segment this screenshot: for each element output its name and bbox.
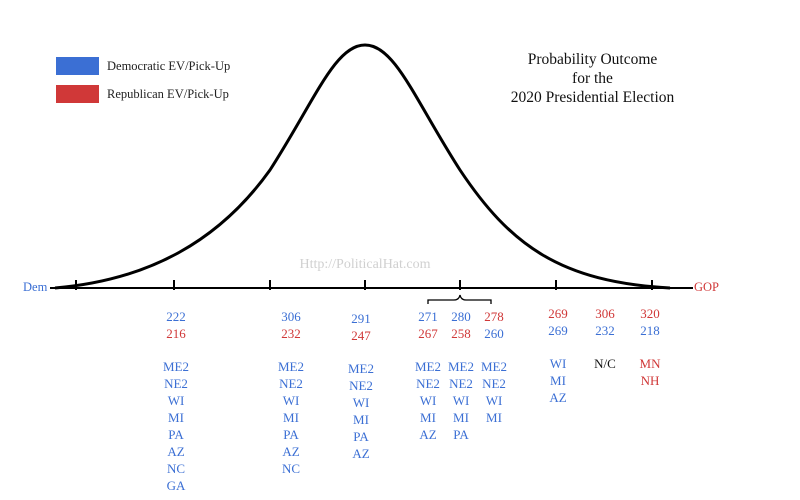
dem-electoral-votes: 269 [548,323,568,338]
state-label: AZ [282,444,300,459]
watermark: Http://PoliticalHat.com [299,257,431,272]
outcome-column: 269 269 [533,305,583,339]
state-label: MI [283,410,299,425]
state-list: ME2 NE2 WI MI AZ [403,358,453,443]
title-line-2: for the [572,70,613,87]
dem-electoral-votes: 222 [166,309,186,324]
state-list: ME2 NE2 WI MI PA AZ NC GA [151,358,201,494]
state-label: ME2 [163,359,189,374]
state-list: WI MI AZ [533,355,583,406]
state-label: MI [453,410,469,425]
state-label: WI [485,393,503,408]
gop-electoral-votes: 278 [484,309,504,324]
state-label: N/C [594,356,616,371]
state-list: ME2 NE2 WI MI PA AZ NC [266,358,316,477]
legend-swatch-republican [56,85,99,103]
state-label: AZ [167,444,185,459]
state-label: ME2 [348,361,374,376]
state-label: WI [419,393,437,408]
axis-label-dem: Dem [23,280,48,294]
title-line-1: Probability Outcome [527,51,658,68]
outcome-column: 306 232 [580,305,630,339]
gop-electoral-votes: 306 [595,306,615,321]
state-label: NC [166,461,186,476]
state-label: PA [283,427,299,442]
state-label: PA [168,427,184,442]
state-label: NC [281,461,301,476]
state-label: ME2 [481,359,507,374]
axis-ticks [75,280,653,290]
group-bracket [427,294,492,304]
state-label: ME2 [415,359,441,374]
outcome-column: 222 216 [151,308,201,342]
state-list: MN NH [625,355,675,389]
state-label: PA [353,429,369,444]
outcome-column: 306 232 [266,308,316,342]
state-label: MI [353,412,369,427]
state-label: MI [550,373,566,388]
legend-label-republican: Republican EV/Pick-Up [107,86,229,101]
state-label: ME2 [278,359,304,374]
outcome-column: 291 247 [336,310,386,344]
state-list: ME2 NE2 WI MI PA [436,358,486,443]
axis-label-gop: GOP [694,280,720,294]
state-label: ME2 [448,359,474,374]
state-label: AZ [549,390,567,405]
state-list: ME2 NE2 WI MI PA AZ [336,360,386,462]
state-label: MI [486,410,502,425]
gop-electoral-votes: 258 [451,326,471,341]
state-label: WI [549,356,567,371]
state-label: WI [452,393,470,408]
dem-electoral-votes: 291 [351,311,371,326]
legend-swatch-democratic [56,57,99,75]
state-label: WI [167,393,185,408]
state-label: NE2 [164,376,188,391]
legend-label-democratic: Democratic EV/Pick-Up [107,58,231,73]
state-label: PA [453,427,469,442]
state-label: NE2 [279,376,303,391]
dem-electoral-votes: 306 [281,309,301,324]
state-label: NE2 [349,378,373,393]
outcome-column: 271 267 [403,308,453,342]
title-line-3: 2020 Presidential Election [510,89,675,106]
state-label: MI [168,410,184,425]
gop-electoral-votes: 232 [281,326,301,341]
state-label: AZ [352,446,370,461]
dem-electoral-votes: 271 [418,309,438,324]
gop-electoral-votes: 320 [640,306,660,321]
gop-electoral-votes: 269 [548,306,568,321]
state-label: WI [282,393,300,408]
legend-item-republican: Republican EV/Pick-Up [56,85,229,103]
dem-electoral-votes: 232 [595,323,615,338]
state-label: NE2 [482,376,506,391]
state-list: ME2 NE2 WI MI [469,358,519,426]
diagram-title: Probability Outcome for the 2020 Preside… [490,50,695,107]
outcome-column: 280 258 [436,308,486,342]
state-label: WI [352,395,370,410]
state-label: NH [640,373,660,388]
state-list: N/C [580,355,630,372]
state-label: MN [639,356,661,371]
gop-electoral-votes: 267 [418,326,438,341]
state-label: NE2 [449,376,473,391]
state-label: AZ [419,427,437,442]
dem-electoral-votes: 280 [451,309,471,324]
dem-electoral-votes: 218 [640,323,660,338]
state-label: MI [420,410,436,425]
state-label: NE2 [416,376,440,391]
gop-electoral-votes: 247 [351,328,371,343]
outcome-column: 320 218 [625,305,675,339]
outcome-column: 278 260 [469,308,519,342]
state-label: GA [166,478,186,493]
gop-electoral-votes: 216 [166,326,186,341]
legend-item-democratic: Democratic EV/Pick-Up [56,57,230,75]
bell-curve [54,43,671,290]
dem-electoral-votes: 260 [484,326,504,341]
